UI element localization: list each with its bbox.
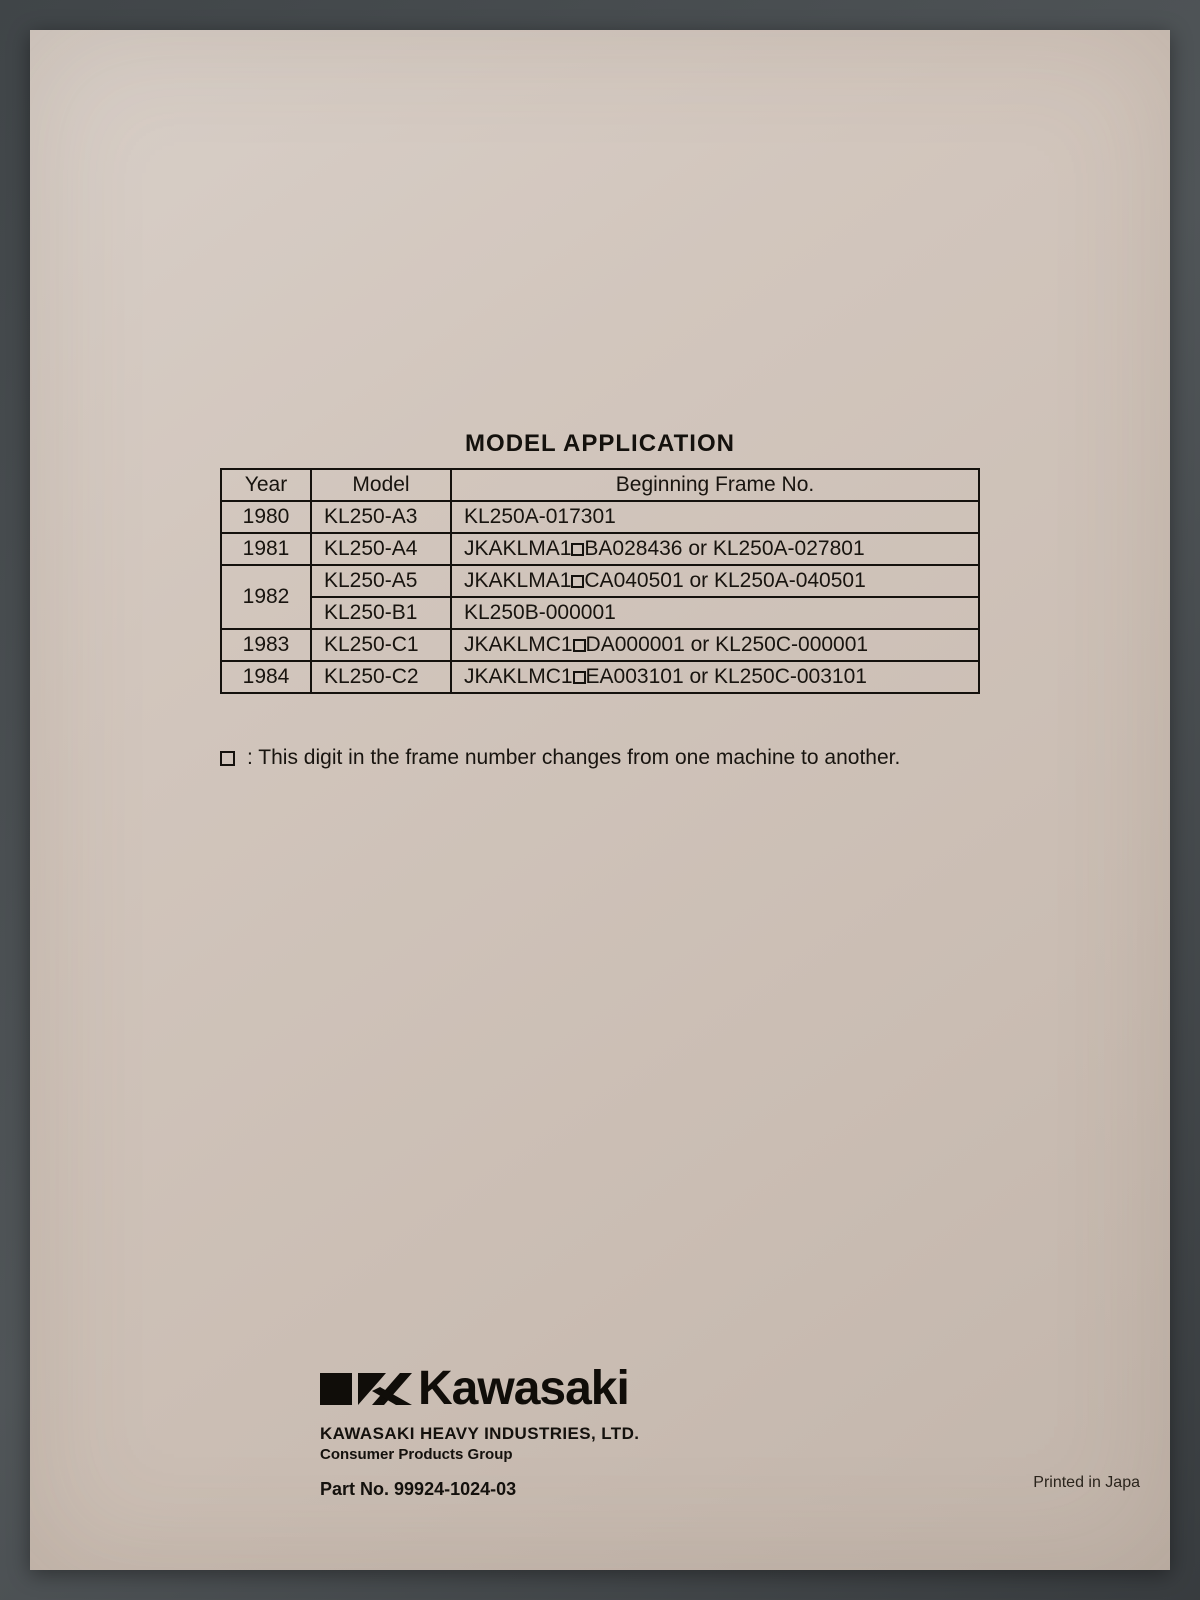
cell-year: 1983 — [221, 629, 311, 661]
footnote: : This digit in the frame number changes… — [220, 746, 980, 770]
col-header-model: Model — [311, 469, 451, 501]
table-header-row: Year Model Beginning Frame No. — [221, 469, 979, 501]
model-application-table: Year Model Beginning Frame No. 1980 KL25… — [220, 468, 980, 694]
cell-model: KL250-C1 — [311, 629, 451, 661]
cell-year: 1984 — [221, 661, 311, 693]
col-header-frame: Beginning Frame No. — [451, 469, 979, 501]
brand-lockup: Kawasaki — [320, 1361, 1110, 1416]
printed-in-label: Printed in Japa — [1033, 1474, 1140, 1492]
table-row: 1981 KL250-A4 JKAKLMA1BA028436 or KL250A… — [221, 533, 979, 565]
box-glyph-icon — [220, 751, 235, 766]
cell-model: KL250-A5 — [311, 565, 451, 597]
partno-label: Part No. — [320, 1479, 389, 1499]
table-row: 1984 KL250-C2 JKAKLMC1EA003101 or KL250C… — [221, 661, 979, 693]
box-glyph-icon — [571, 575, 584, 588]
cell-year: 1981 — [221, 533, 311, 565]
cell-model: KL250-C2 — [311, 661, 451, 693]
company-name: KAWASAKI HEAVY INDUSTRIES, LTD. — [320, 1424, 1110, 1444]
cell-year-merged: 1982 — [221, 565, 311, 629]
cell-frame: JKAKLMA1CA040501 or KL250A-040501 — [451, 565, 979, 597]
table-row: 1980 KL250-A3 KL250A-017301 — [221, 501, 979, 533]
scanned-page: MODEL APPLICATION Year Model Beginning F… — [30, 30, 1170, 1570]
table-row: 1982 KL250-A5 JKAKLMA1CA040501 or KL250A… — [221, 565, 979, 597]
cell-frame: JKAKLMC1EA003101 or KL250C-003101 — [451, 661, 979, 693]
table-title: MODEL APPLICATION — [220, 430, 980, 458]
footer-block: Kawasaki KAWASAKI HEAVY INDUSTRIES, LTD.… — [90, 1361, 1110, 1530]
content-block: MODEL APPLICATION Year Model Beginning F… — [220, 430, 980, 770]
footnote-text: : This digit in the frame number changes… — [247, 746, 900, 770]
company-group: Consumer Products Group — [320, 1446, 1110, 1463]
part-number: Part No. 99924-1024-03 — [320, 1479, 1110, 1500]
kawasaki-logo-icon — [320, 1367, 412, 1411]
cell-frame: KL250B-000001 — [451, 597, 979, 629]
top-whitespace — [90, 90, 1110, 430]
cell-model: KL250-A3 — [311, 501, 451, 533]
cell-frame: KL250A-017301 — [451, 501, 979, 533]
cell-model: KL250-B1 — [311, 597, 451, 629]
table-row: KL250-B1 KL250B-000001 — [221, 597, 979, 629]
table-row: 1983 KL250-C1 JKAKLMC1DA000001 or KL250C… — [221, 629, 979, 661]
col-header-year: Year — [221, 469, 311, 501]
cell-year: 1980 — [221, 501, 311, 533]
cell-frame: JKAKLMC1DA000001 or KL250C-000001 — [451, 629, 979, 661]
partno-value: 99924-1024-03 — [394, 1479, 516, 1499]
box-glyph-icon — [573, 639, 586, 652]
table-body: 1980 KL250-A3 KL250A-017301 1981 KL250-A… — [221, 501, 979, 693]
cell-frame: JKAKLMA1BA028436 or KL250A-027801 — [451, 533, 979, 565]
cell-model: KL250-A4 — [311, 533, 451, 565]
brand-wordmark: Kawasaki — [418, 1361, 629, 1416]
box-glyph-icon — [571, 543, 584, 556]
box-glyph-icon — [573, 671, 586, 684]
mid-whitespace — [90, 770, 1110, 1361]
